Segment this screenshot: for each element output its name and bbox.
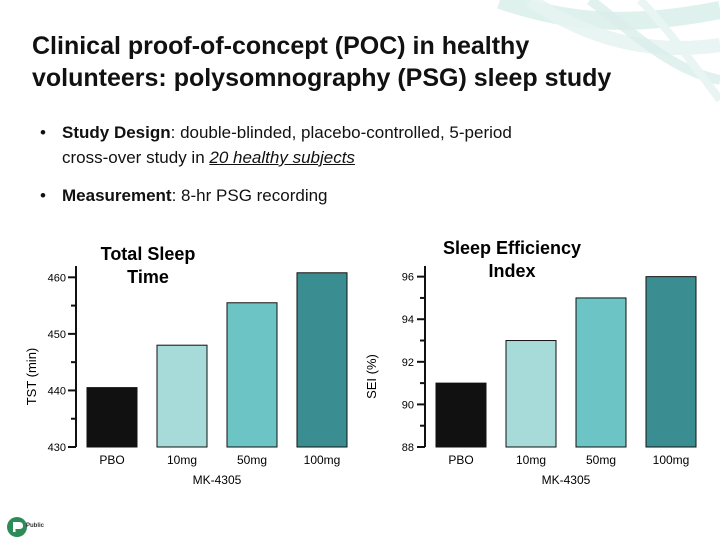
bar-10mg (505, 340, 557, 448)
bar-pbo (435, 382, 487, 448)
x-tick-label: 100mg (304, 453, 341, 467)
chart-title-line-2: Index (488, 261, 535, 281)
x-tick-label: 10mg (516, 453, 546, 467)
x-tick-label: 50mg (237, 453, 267, 467)
company-logo (7, 517, 27, 537)
x-tick-label: PBO (99, 453, 124, 467)
chart-title-line-1: Total Sleep (101, 244, 196, 264)
subjects-count: 20 healthy subjects (209, 148, 355, 167)
y-axis-label: TST (min) (24, 348, 39, 406)
group-label: MK-4305 (542, 473, 591, 487)
group-label: MK-4305 (193, 473, 242, 487)
bar-pbo (86, 387, 138, 448)
x-tick-label: 100mg (653, 453, 690, 467)
study-design-text-line2: cross-over study in (62, 148, 210, 167)
slide-title: Clinical proof-of-concept (POC) in healt… (32, 30, 702, 94)
chart-title-line-1: Sleep Efficiency (443, 238, 581, 258)
bar-50mg (226, 302, 278, 448)
bar-100mg (296, 272, 348, 448)
y-axis-label: SEI (%) (364, 354, 379, 399)
x-tick-label: 50mg (586, 453, 616, 467)
bar-charts: 430 440 450 460 TST (min) Total Sleep Time PBO 1… (24, 238, 697, 487)
y-tick-label: 460 (48, 272, 66, 284)
y-tick-label: 90 (402, 399, 414, 411)
y-tick-label: 88 (402, 442, 414, 454)
title-line-1: Clinical proof-of-concept (POC) in healt… (32, 32, 530, 60)
y-tick-label: 440 (48, 385, 66, 397)
decorative-swirl (497, 0, 720, 103)
y-tick-label: 430 (48, 442, 66, 454)
study-design-label: Study Design (62, 123, 171, 142)
chart-title-line-2: Time (127, 267, 169, 287)
y-tick-label: 92 (402, 357, 414, 369)
measurement-label: Measurement (62, 186, 172, 205)
bullet-marker: • (40, 123, 46, 142)
bullet-measurement: • Measurement: 8-hr PSG recording (40, 183, 680, 208)
bar-50mg (575, 297, 627, 448)
bullet-study-design: • Study Design: double-blinded, placebo-… (40, 120, 680, 170)
x-tick-label: PBO (448, 453, 473, 467)
study-design-text: : double-blinded, placebo-controlled, 5-… (170, 123, 512, 142)
bullet-marker: • (40, 186, 46, 205)
x-tick-label: 10mg (167, 453, 197, 467)
title-line-2: volunteers: polysomnography (PSG) sleep … (32, 64, 612, 92)
bullet-list: • Study Design: double-blinded, placebo-… (40, 120, 680, 221)
measurement-text: : 8-hr PSG recording (171, 186, 328, 205)
bar-100mg (645, 276, 697, 448)
y-tick-label: 94 (402, 314, 414, 326)
y-tick-label: 450 (48, 329, 66, 341)
logo-caption: Public (26, 523, 45, 529)
bar-10mg (156, 344, 208, 448)
y-tick-label: 96 (402, 272, 414, 284)
